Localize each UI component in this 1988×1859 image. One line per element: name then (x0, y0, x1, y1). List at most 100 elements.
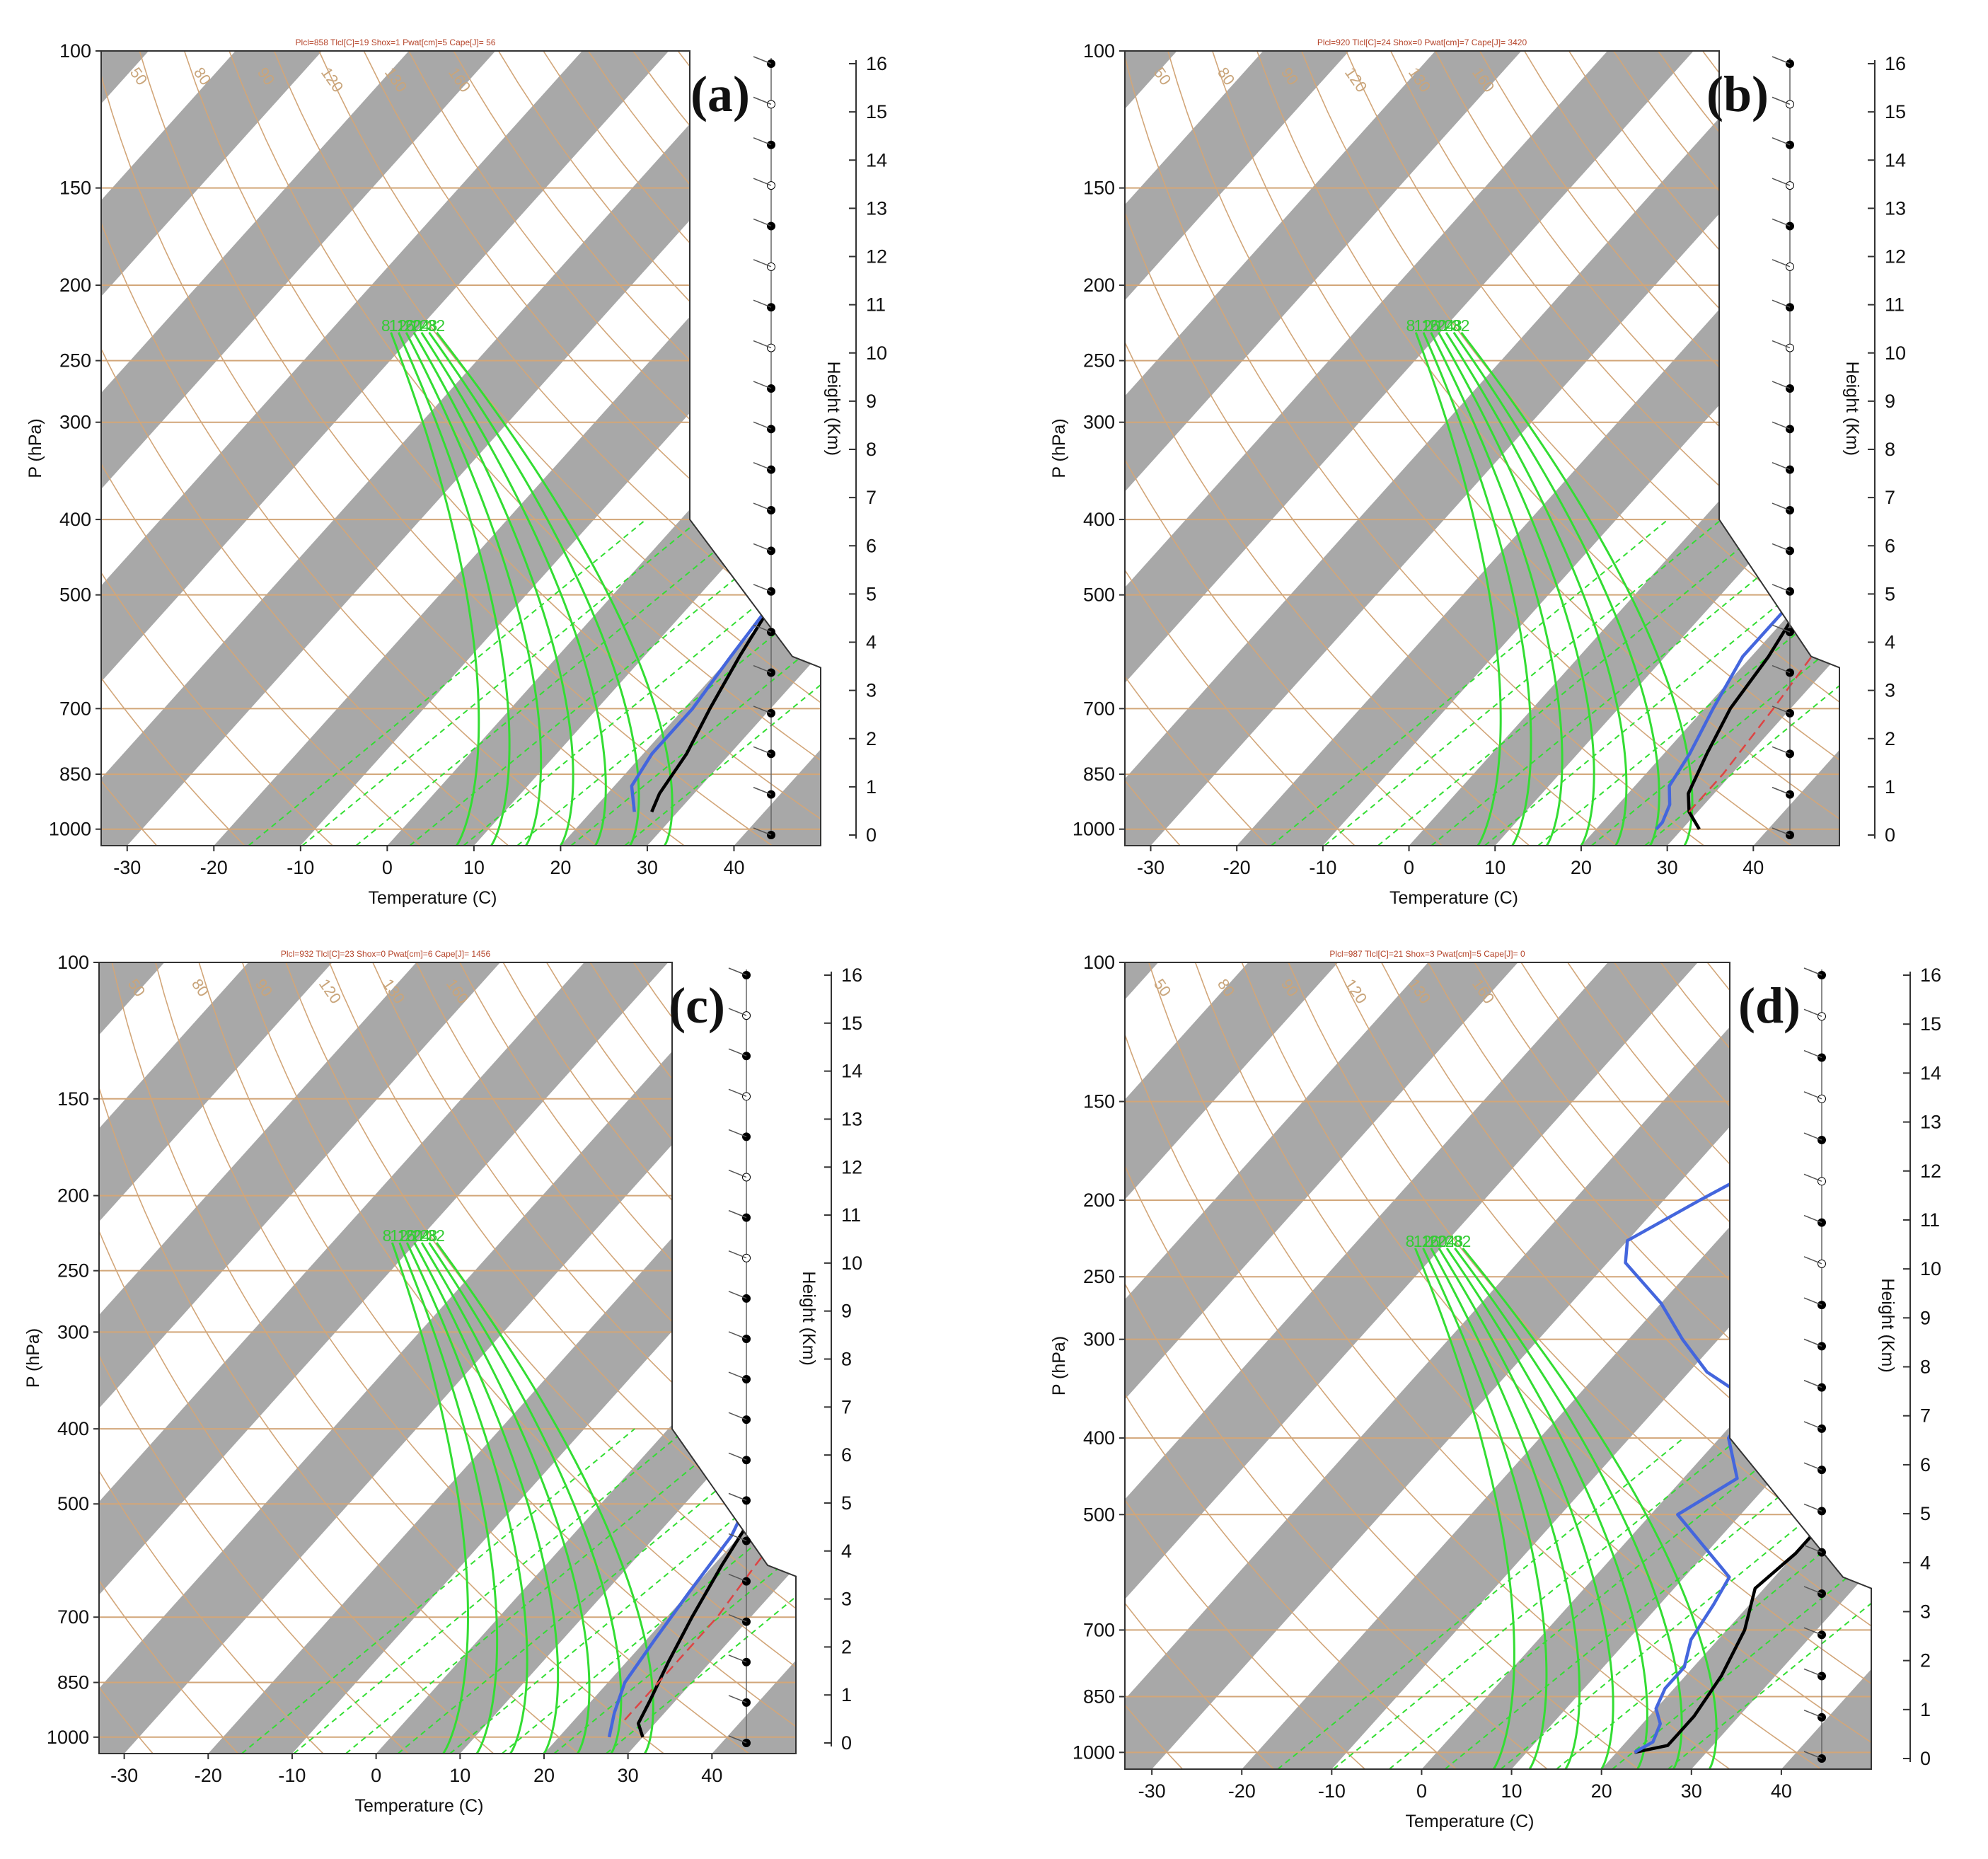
moist-adiabat (1445, 1247, 1648, 1769)
height-tick-label: 8 (841, 1349, 852, 1370)
height-tick-label: 7 (841, 1396, 852, 1417)
wind-barb (728, 1573, 747, 1582)
moist-adiabat (1430, 1248, 1581, 1769)
moist-adiabat (413, 1242, 560, 1754)
moist-adiabat (435, 1242, 654, 1754)
dry-adiabat (1194, 962, 1871, 1769)
pressure-tick-label: 250 (59, 350, 91, 372)
pressure-tick-label: 1000 (49, 819, 91, 840)
height-tick-label: 0 (1885, 824, 1895, 846)
height-tick-label: 13 (1920, 1112, 1941, 1133)
pressure-tick-label: 200 (57, 1185, 89, 1207)
dry-adiabat (1125, 51, 1704, 846)
isotherm-band (1961, 962, 1988, 1769)
wind-barb (753, 259, 772, 267)
height-tick-label: 16 (1885, 53, 1906, 74)
mixing-ratio-label: 8 (383, 1226, 392, 1245)
mixing-ratio-label: 16 (1421, 316, 1440, 335)
height-tick-label: 10 (841, 1253, 862, 1274)
moist-adiabat-label: 30 (671, 1040, 695, 1065)
temperature-tick-label: 0 (382, 857, 393, 878)
wind-barb (1772, 137, 1791, 146)
isotherm-band (1926, 51, 1988, 846)
panel-c: 8121620242832508090120130160302010010203… (23, 949, 862, 1816)
isotherm-band (1601, 962, 1871, 1769)
moist-adiabat-label: 10 (1761, 426, 1785, 451)
dry-adiabat (1390, 51, 1839, 846)
moist-adiabat-label: 20 (1729, 1115, 1753, 1139)
isotherm-band (1125, 51, 1522, 846)
mixing-ratio-line (301, 519, 700, 846)
height-tick-label: 14 (841, 1061, 862, 1082)
height-tick-label: 14 (1920, 1062, 1941, 1083)
moist-adiabat-label: 10 (732, 426, 756, 451)
height-tick-label: 2 (866, 728, 877, 749)
height-tick-label: 2 (1920, 1650, 1931, 1671)
wind-barb (1803, 1668, 1822, 1677)
temperature-profile (637, 967, 796, 1738)
height-tick-label: 16 (866, 53, 887, 74)
moist-adiabat (1422, 1248, 1548, 1769)
pressure-tick-label: 400 (1083, 509, 1115, 530)
wind-barb (1772, 381, 1791, 389)
dry-adiabat (139, 51, 773, 846)
mixing-ratio-line (355, 519, 754, 846)
height-tick-label: 12 (1885, 246, 1906, 267)
wind-barb (728, 1735, 747, 1744)
dry-adiabat (1125, 51, 1181, 846)
height-tick-label: 0 (841, 1732, 852, 1754)
wind-barb (728, 1088, 747, 1098)
mixing-ratio-label: 8 (1406, 1232, 1415, 1250)
mixing-ratio-label: 16 (1421, 1232, 1440, 1250)
wind-barb (753, 178, 772, 186)
temperature-tick-label: -30 (113, 857, 141, 878)
dry-adiabat (101, 51, 245, 846)
height-tick-label: 8 (1920, 1357, 1931, 1378)
panel-tag: (a) (690, 66, 750, 122)
wind-barb (753, 299, 772, 308)
wind-barb (753, 746, 772, 754)
pressure-tick-label: 100 (59, 40, 91, 62)
pressure-tick-label: 500 (1083, 1504, 1115, 1525)
moist-adiabat-label: 20 (1782, 500, 1806, 525)
height-tick-label: 1 (1920, 1699, 1931, 1720)
y-axis-title: P (hPa) (1049, 418, 1069, 478)
wind-barb (728, 967, 747, 976)
isotherm-band (1580, 51, 1839, 846)
height-tick-label: 10 (1920, 1258, 1941, 1279)
temperature-tick-label: 10 (449, 1765, 470, 1786)
temperature-tick-label: -30 (1138, 1780, 1166, 1802)
mixing-ratio-label: 20 (404, 316, 422, 335)
wind-barb (1772, 259, 1791, 267)
dry-adiabat (1125, 51, 1268, 846)
wind-barb (1772, 96, 1791, 105)
wind-barb (1803, 1256, 1822, 1265)
temperature-tick-label: 0 (371, 1765, 381, 1786)
dry-adiabat (1125, 51, 1443, 846)
wind-barb (753, 664, 772, 674)
mixing-ratio-label: 24 (412, 316, 430, 335)
dry-adiabat (111, 962, 664, 1754)
dry-adiabat (328, 962, 796, 1754)
plot-frame (1124, 962, 1872, 1770)
isotherm-band (1125, 51, 1694, 846)
mixing-ratio-label: 24 (412, 1226, 430, 1245)
moist-adiabat-label: 30 (1814, 1486, 1838, 1511)
wind-barb (728, 1008, 747, 1016)
wind-barb (753, 421, 772, 430)
pressure-tick-label: 850 (1083, 1686, 1115, 1708)
height-tick-label: 7 (1885, 487, 1895, 508)
plot-frame (98, 962, 797, 1754)
mixing-ratio-line (1271, 519, 1669, 846)
height-axis-title: Height (Km) (1842, 362, 1862, 456)
moist-adiabat-label: 30 (1718, 129, 1743, 154)
moist-adiabat (428, 331, 640, 846)
temperature-tick-label: -10 (278, 1765, 306, 1786)
wind-barb (753, 137, 772, 146)
height-tick-label: 11 (1920, 1209, 1940, 1231)
x-axis-title: Temperature (C) (1406, 1812, 1535, 1831)
wind-barb (1803, 1091, 1822, 1100)
mixing-ratio-label: 20 (1429, 316, 1447, 335)
dry-adiabat (1256, 51, 1839, 846)
height-tick-label: 3 (1920, 1601, 1931, 1622)
